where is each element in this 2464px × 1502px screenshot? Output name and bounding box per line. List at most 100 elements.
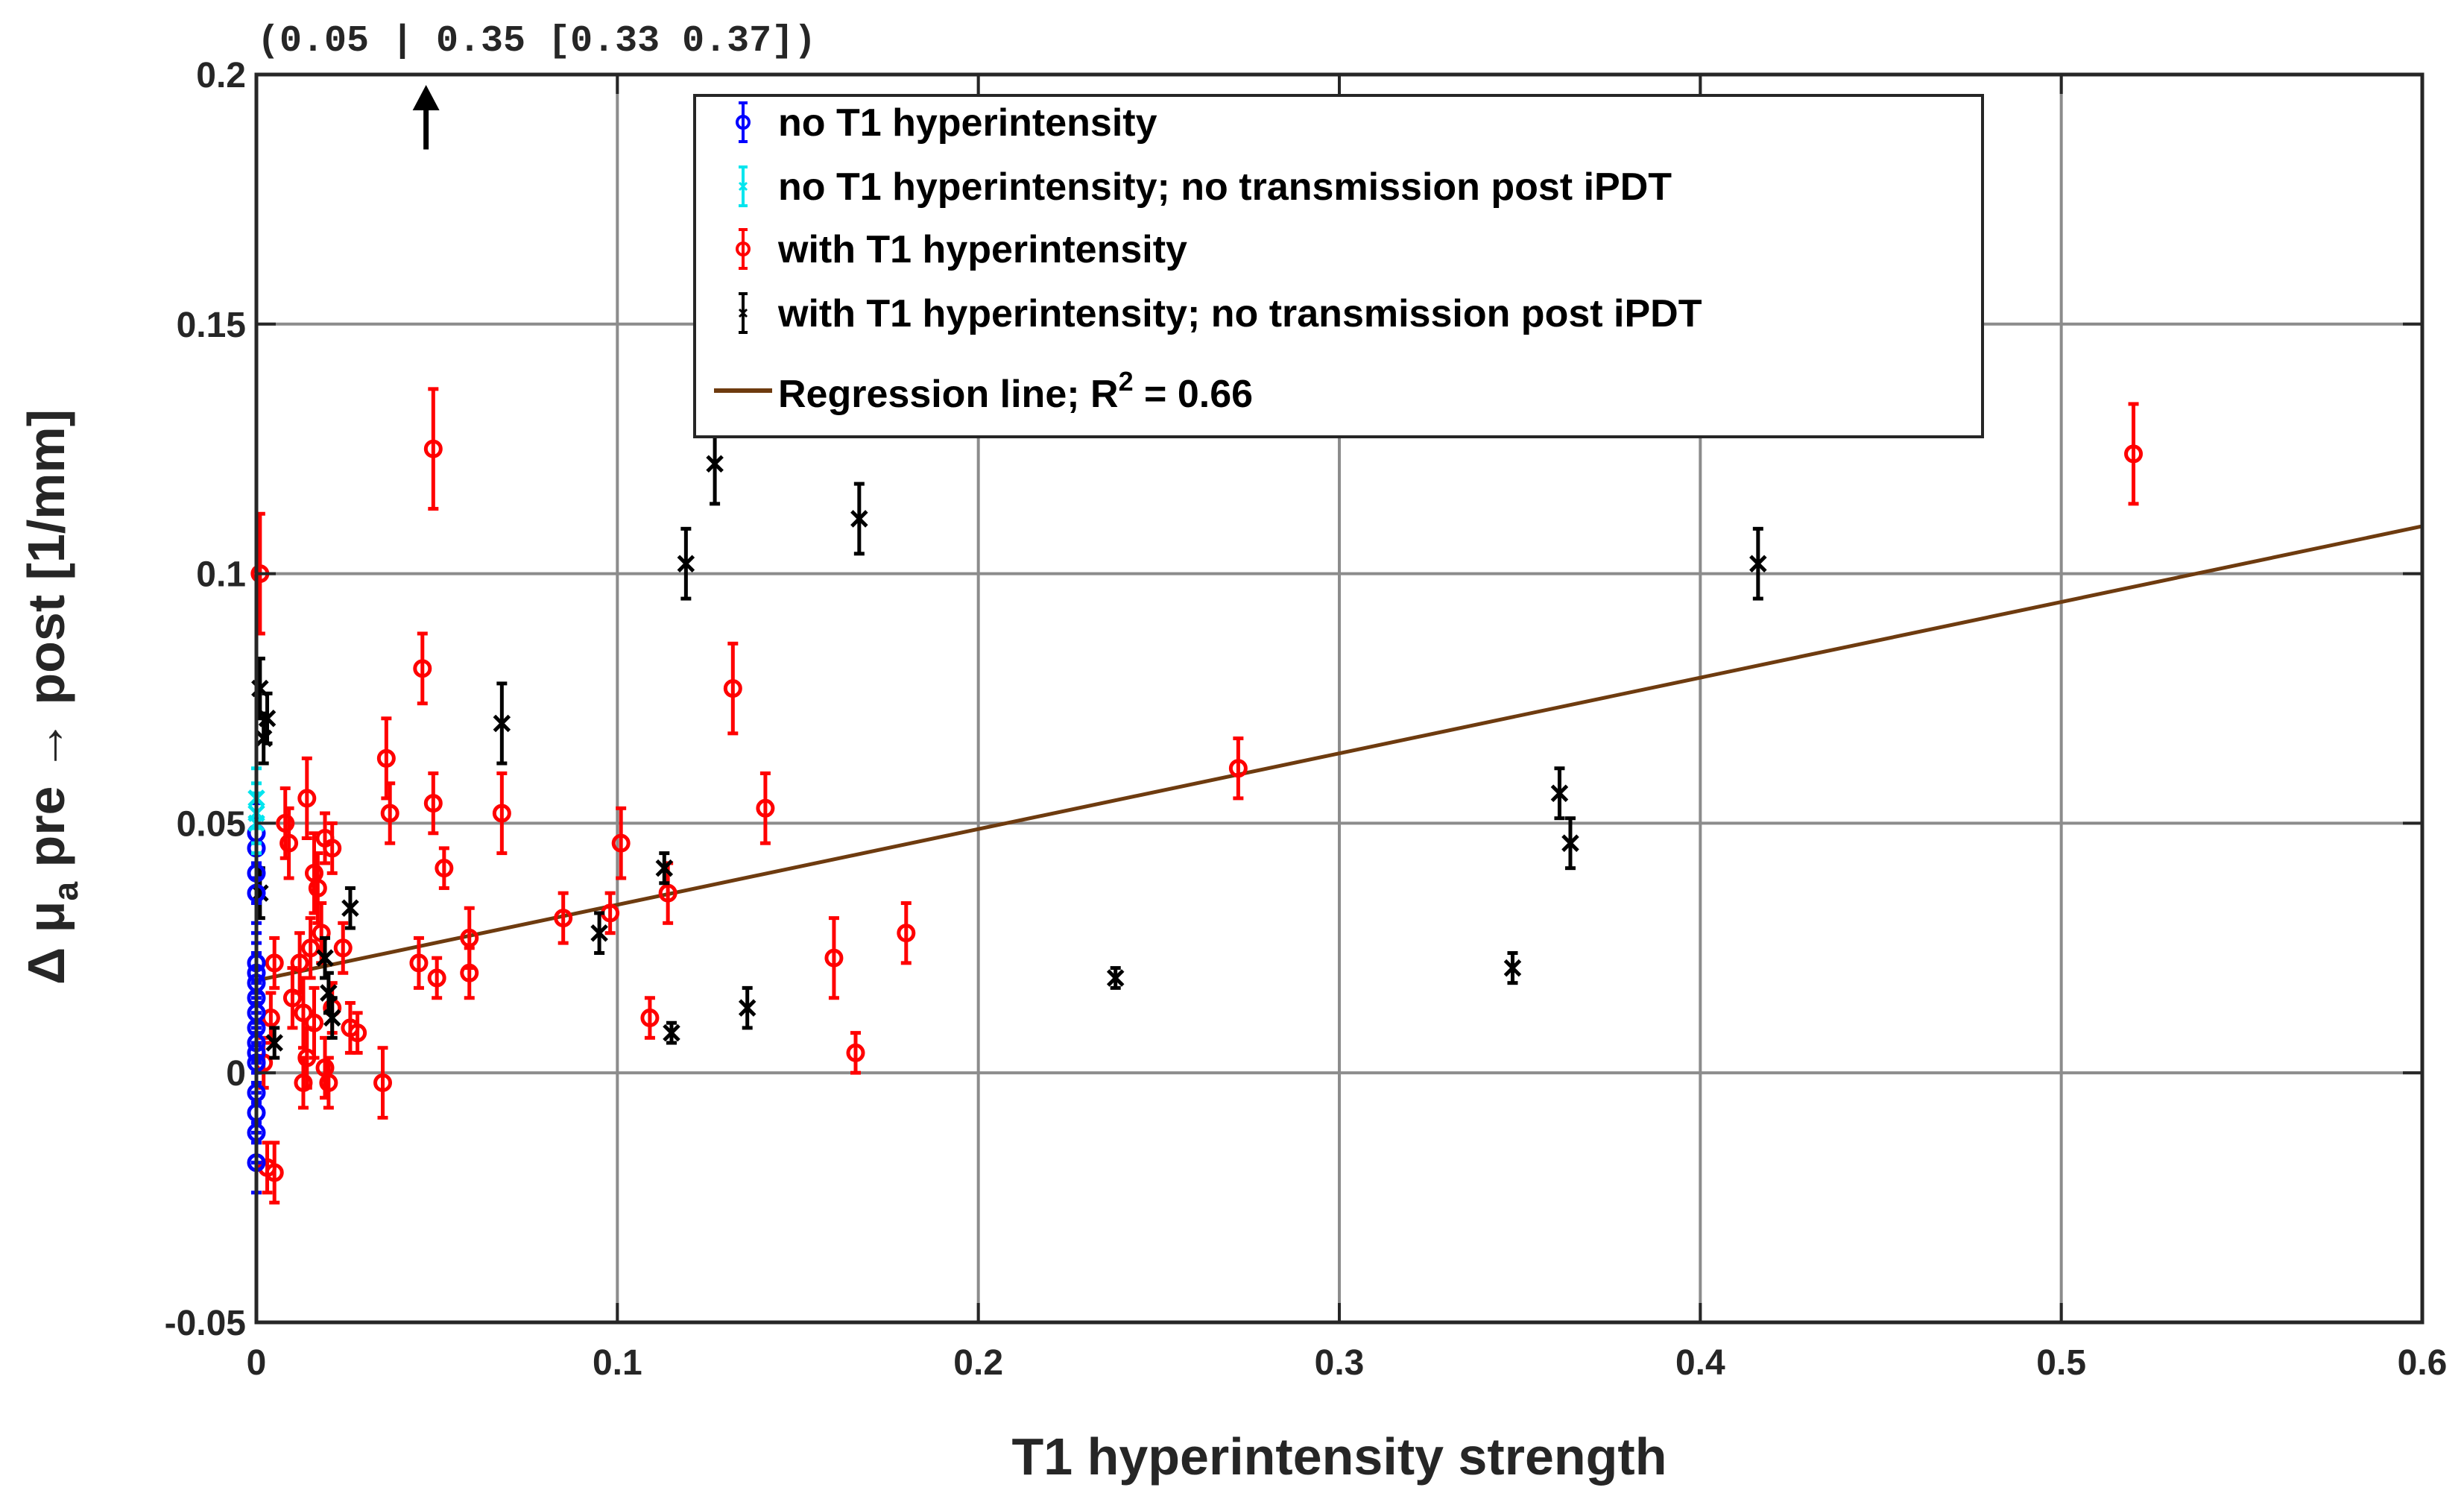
point-s3-12-b [341,899,359,917]
point-s2-11 [611,833,631,853]
point-s3-8 [1550,784,1569,802]
y-axis-label-suffix: pre → post [1/mm] [17,409,75,882]
point-s3-0 [706,455,724,473]
legend-label-4: Regression line; R2 = 0.66 [778,366,1253,416]
point-s3-21 [265,1034,283,1052]
x-tick-label-0: 0 [247,1343,267,1383]
regression-line-group [256,524,2423,982]
point-s2-30 [308,878,327,897]
annotation-text: (0.05 | 0.35 [0.33 0.37]) [257,20,816,63]
point-s2-25 [276,813,295,833]
point-s2-47 [265,1163,284,1182]
point-s2-22 [640,1009,660,1028]
point-s2-16 [897,924,916,943]
errorbar-s2-26 [301,756,312,840]
y-tick-label-5: 0.2 [196,56,246,95]
point-s3-1 [850,510,868,528]
point-s2-20 [460,963,479,982]
point-s2-9 [492,804,511,823]
errorbar-s2-12 [438,846,449,890]
x-tick-label-4: 0.4 [1675,1343,1725,1383]
point-s2-35 [333,938,353,958]
legend-item-2: with T1 hyperintensity [736,228,1187,271]
point-s3-20 [663,1023,680,1042]
point-s3-0-b [706,455,724,473]
point-s2-33 [290,953,309,973]
legend-box [693,94,1984,438]
point-s2-26 [297,789,317,808]
point-s3-16 [1106,969,1125,987]
legend-marker-0 [736,115,751,130]
point-s3-2-b [677,555,695,572]
errorbar-s2-44 [297,1055,309,1110]
legend-marker-b-3 [738,308,748,318]
errorbar-s2-18 [413,935,424,990]
point-s3-20-b [663,1023,680,1042]
x-tick-label-1: 0.1 [593,1343,642,1383]
y-tick-label-1: 0 [226,1054,246,1094]
point-s2-10 [756,798,775,818]
series-3 [251,422,1767,1060]
legend-item-1: no T1 hyperintensity; no transmission po… [738,165,1672,209]
legend-item-4: Regression line; R2 = 0.66 [714,366,1253,416]
point-s2-24 [373,1073,393,1093]
errorbar-s2-23 [850,1031,861,1075]
point-s3-8-b [1550,784,1569,802]
point-s2-45 [319,1073,338,1093]
point-s3-10-b [655,859,674,877]
legend-label-0: no T1 hyperintensity [778,101,1157,145]
point-s2-8 [423,794,443,813]
y-tick-label-2: 0.05 [177,804,246,844]
legend-item-0: no T1 hyperintensity [736,101,1157,145]
point-s2-23 [846,1043,865,1062]
x-tick-label-3: 0.3 [1315,1343,1365,1383]
legend-label-tail: = 0.66 [1134,373,1253,416]
x-tick-label-6: 0.6 [2398,1343,2448,1383]
errorbar-s2-20 [464,946,475,1000]
point-s2-1 [423,439,443,458]
point-s2-6 [376,748,396,768]
point-s2-19 [427,968,446,988]
point-s3-1-b [850,510,868,528]
errorbar-s2-27 [283,806,294,880]
y-axis-label-prefix: Δ [17,933,75,985]
y-axis-label-sub: a [46,881,85,900]
point-s3-12 [341,899,359,917]
errorbar-s2-15 [604,891,616,935]
point-s3-13 [590,924,608,942]
y-axis-label: Δ μa pre → post [1/mm] [17,409,85,985]
errorbar-s2-14 [557,891,569,945]
point-s2-3 [413,659,432,678]
x-axis-label: T1 hyperintensity strength [1011,1427,1667,1486]
annotation-arrow-head [412,85,440,110]
point-s2-5 [1228,759,1248,778]
y-axis-label-mu: μ [17,900,75,933]
point-s2-18 [409,953,429,973]
errorbar-s2-8 [428,771,439,836]
point-s2-12 [435,859,454,878]
point-s3-10 [655,859,674,877]
point-s2-34 [301,938,320,958]
errorbar-s2-28 [320,811,331,865]
legend-marker-b-1 [738,181,748,192]
point-s3-6-b [254,729,273,748]
point-s3-18-b [738,999,756,1017]
point-s2-21 [824,948,844,968]
x-tick-label-5: 0.5 [2036,1343,2086,1383]
point-s3-7-b [493,714,511,733]
legend-label-sup: 2 [1119,366,1134,397]
legend-label-main: Regression line; R [778,373,1119,416]
point-s3-3 [1749,555,1767,572]
point-s2-38 [304,1013,323,1032]
point-s3-15 [1503,959,1522,977]
legend-items: no T1 hyperintensity no T1 hyperintensity… [714,101,1702,416]
errorbar-s2-45 [323,1055,334,1110]
point-s2-13 [658,883,677,903]
errorbar-s2-36 [287,966,298,1030]
legend-label-3: with T1 hyperintensity; no transmission … [777,292,1702,335]
y-tick-label-0: -0.05 [165,1304,246,1343]
errorbar-s2-1 [428,387,439,511]
x-tick-label-2: 0.2 [953,1343,1003,1383]
series-2 [250,387,2144,1205]
